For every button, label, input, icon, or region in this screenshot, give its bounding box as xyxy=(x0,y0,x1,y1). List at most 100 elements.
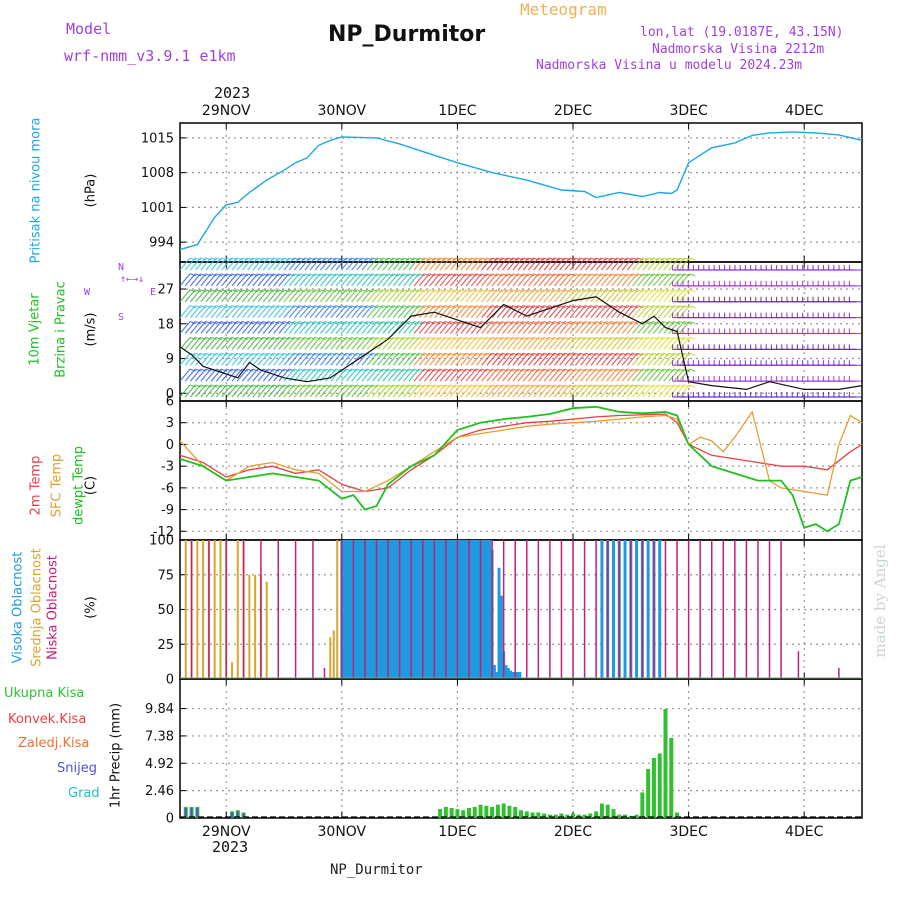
wind-barb xyxy=(606,289,617,303)
wind-barb xyxy=(455,368,467,382)
wind-barb xyxy=(366,337,378,350)
wind-barb xyxy=(673,257,685,271)
wind-barb xyxy=(413,289,425,303)
wind-barb-flag xyxy=(283,320,290,325)
wind-barb-flag xyxy=(621,289,628,293)
wind-barb-flag xyxy=(325,257,332,261)
wind-barb-flag xyxy=(637,368,644,372)
wind-barb-flag xyxy=(366,368,374,372)
wind-barb xyxy=(460,384,472,398)
wind-barb xyxy=(450,257,461,271)
wind-barb-flag xyxy=(403,352,410,356)
cloud-bar-low xyxy=(630,540,632,678)
wind-barb xyxy=(564,273,576,287)
wind-barb xyxy=(595,352,607,366)
wind-barb xyxy=(621,384,633,398)
wind-barb-flag xyxy=(512,384,519,388)
wind-barb-flag xyxy=(533,384,540,388)
wind-barb xyxy=(294,289,305,303)
wind-barb xyxy=(241,384,253,398)
wind-barb-flag xyxy=(299,352,306,356)
wind-barb-flag xyxy=(673,257,680,261)
wind-barb xyxy=(294,305,305,318)
wind-barb xyxy=(299,305,311,318)
wind-barb-flag xyxy=(309,305,316,309)
wind-barb xyxy=(538,352,550,366)
cloud-bar-high xyxy=(495,672,499,678)
wind-barb xyxy=(476,384,487,398)
wind-barb xyxy=(231,257,243,271)
wind-barb xyxy=(626,305,638,318)
cloud-bar-high xyxy=(646,540,650,678)
wind-barb-flag xyxy=(600,368,608,372)
wind-barb-flag xyxy=(200,384,207,388)
wind-barb-flag xyxy=(434,257,441,261)
wind-barb-flag xyxy=(585,289,592,293)
wind-barb-flag xyxy=(574,257,582,261)
wind-barb-flag xyxy=(351,320,358,325)
wind-barb-flag xyxy=(673,305,680,309)
wind-barb-flag xyxy=(579,273,587,277)
wind-barb-flag xyxy=(585,352,592,356)
wind-barb xyxy=(226,384,238,398)
wind-barb xyxy=(361,368,373,382)
wind-barb xyxy=(221,352,233,366)
wind-barb xyxy=(361,289,373,303)
wind-barb-flag xyxy=(611,289,618,293)
wind-barb xyxy=(496,368,508,382)
wind-barb-flag xyxy=(585,336,592,340)
wind-barb-flag xyxy=(226,257,233,261)
series-line-dewpoint xyxy=(179,405,863,533)
wind-barb xyxy=(424,289,435,303)
wind-barb-flag xyxy=(221,336,228,340)
wind-barb-flag xyxy=(657,257,665,261)
wind-barb-flag xyxy=(325,336,332,340)
wind-barb-flag xyxy=(382,273,389,277)
wind-barb xyxy=(590,337,602,350)
wind-barb-flag xyxy=(579,384,587,388)
wind-barb xyxy=(361,337,373,350)
precip-bar-total xyxy=(524,811,529,818)
wind-barb xyxy=(382,305,394,318)
wind-barb xyxy=(470,321,482,334)
wind-barb-flag xyxy=(527,336,535,340)
wind-barb-flag xyxy=(512,289,519,293)
wind-barb-flag xyxy=(527,273,535,277)
wind-barb-flag xyxy=(574,320,582,325)
wind-barb-flag xyxy=(678,320,686,325)
wind-barb-flag xyxy=(392,289,400,293)
wind-barb xyxy=(257,368,269,382)
cloud-bar-mid xyxy=(336,540,339,678)
wind-barb xyxy=(418,337,430,350)
wind-barb-flag xyxy=(517,305,524,309)
wind-barb xyxy=(517,305,529,318)
cloud-bar-low xyxy=(838,667,840,678)
wind-barb-flag xyxy=(616,289,623,293)
wind-barb-flag xyxy=(486,336,493,340)
precip-bar-total xyxy=(646,769,651,818)
wind-barb xyxy=(398,257,409,271)
wind-barb-flag xyxy=(200,320,207,325)
wind-barb xyxy=(611,273,623,287)
wind-barb-flag xyxy=(247,352,254,356)
wind-barb-flag xyxy=(241,352,249,356)
wind-barb-flag xyxy=(569,320,576,325)
wind-barb xyxy=(434,289,446,303)
wind-barb xyxy=(278,257,290,271)
wind-barb xyxy=(626,289,638,303)
wind-barb xyxy=(179,321,191,334)
wind-barb-flag xyxy=(647,336,654,340)
wind-barb-flag xyxy=(642,320,649,325)
wind-barb xyxy=(476,337,487,350)
wind-barb xyxy=(616,257,628,271)
wind-barb-flag xyxy=(517,289,524,293)
wind-barb xyxy=(382,384,394,398)
wind-barb xyxy=(351,368,363,382)
wind-barb-flag xyxy=(683,384,691,388)
precip-bar-total xyxy=(576,814,581,818)
wind-barb-flag xyxy=(335,336,342,340)
wind-barb xyxy=(377,289,389,303)
wind-barb-flag xyxy=(418,368,426,372)
wind-barb xyxy=(678,305,690,318)
wind-barb-flag xyxy=(267,320,275,325)
